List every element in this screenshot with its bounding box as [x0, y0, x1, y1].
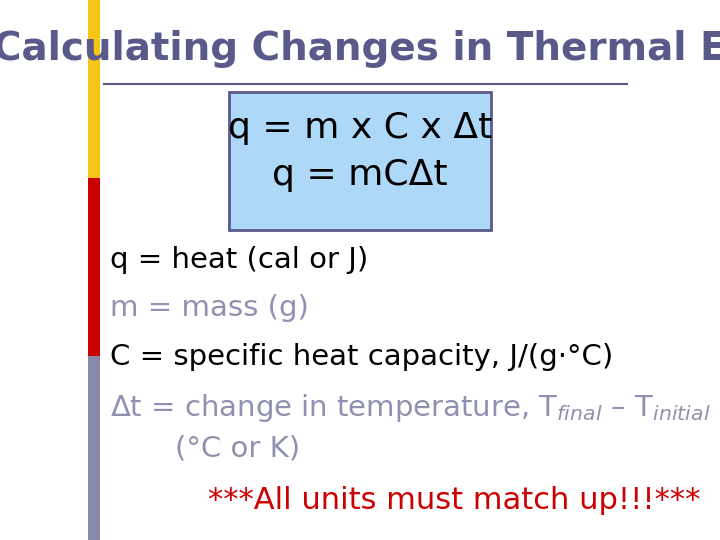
Text: (°C or K): (°C or K)	[175, 435, 300, 463]
Text: C = specific heat capacity, J/(g·°C): C = specific heat capacity, J/(g·°C)	[109, 343, 613, 371]
FancyBboxPatch shape	[88, 178, 100, 356]
Text: q = m x C x Δt: q = m x C x Δt	[228, 111, 492, 145]
Text: q = mCΔt: q = mCΔt	[272, 158, 448, 192]
Text: Calculating Changes in Thermal E: Calculating Changes in Thermal E	[0, 30, 720, 68]
FancyBboxPatch shape	[88, 0, 100, 178]
Text: ***All units must match up!!!***: ***All units must match up!!!***	[207, 486, 700, 515]
FancyBboxPatch shape	[230, 92, 490, 230]
Text: Δt = change in temperature, T$_{final}$ – T$_{initial}$: Δt = change in temperature, T$_{final}$ …	[109, 392, 710, 423]
Text: m = mass (g): m = mass (g)	[109, 294, 308, 322]
FancyBboxPatch shape	[88, 356, 100, 540]
Text: q = heat (cal or J): q = heat (cal or J)	[109, 246, 368, 274]
